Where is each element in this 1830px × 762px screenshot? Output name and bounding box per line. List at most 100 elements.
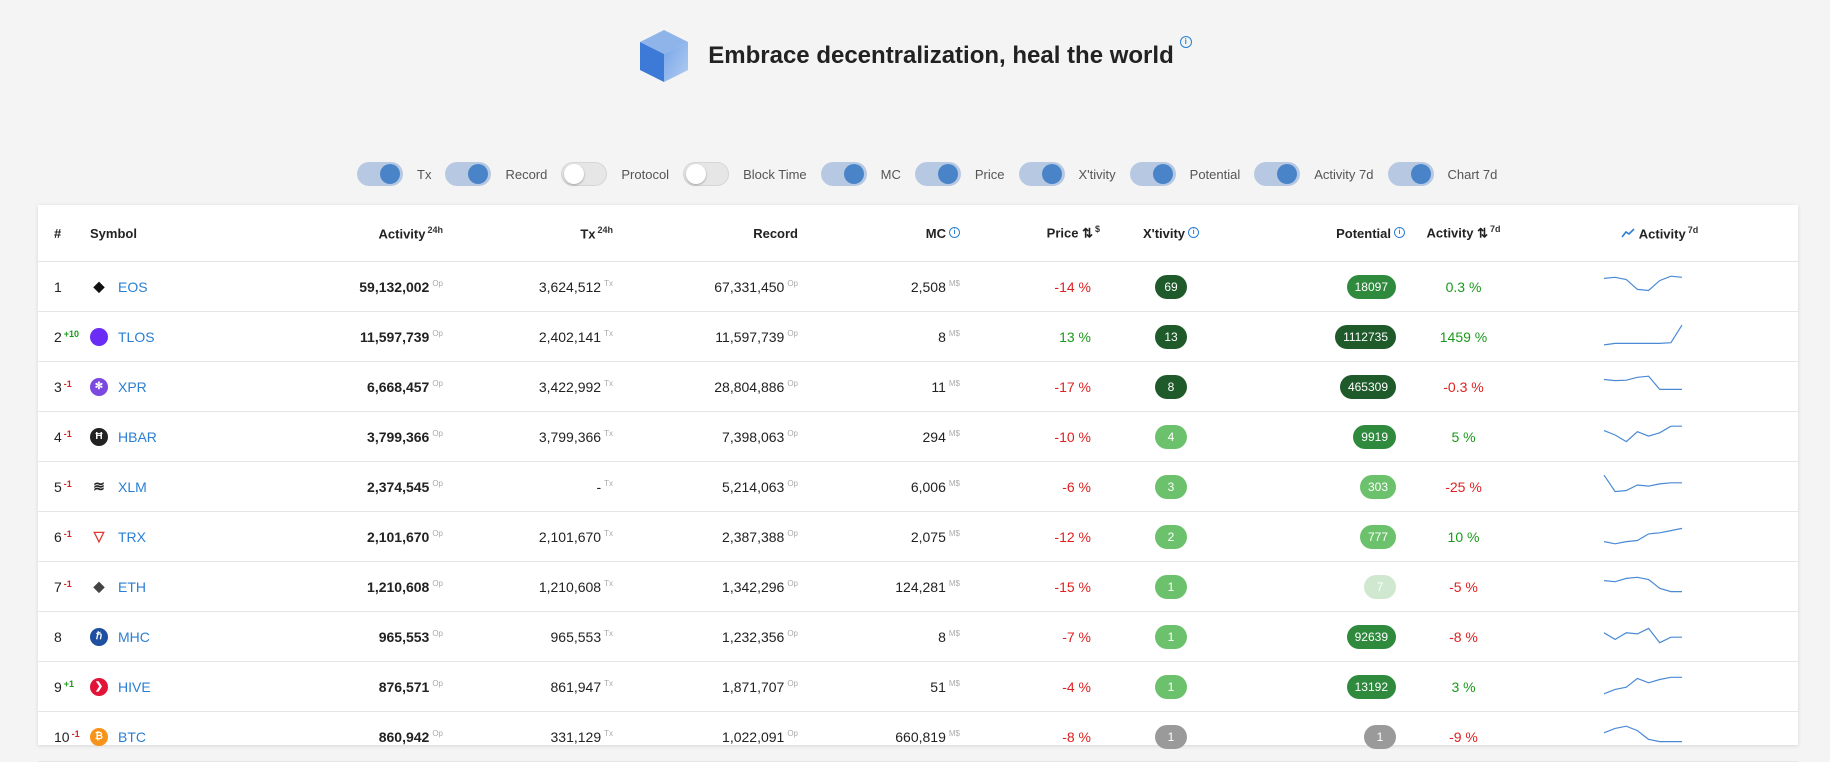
record-cell: 7,398,063 Op	[614, 411, 799, 462]
record-cell: 1,342,296 Op	[614, 561, 799, 612]
rank-delta: -1	[63, 378, 72, 389]
col-record: Record	[614, 205, 799, 262]
xtivity-badge: 4	[1155, 424, 1187, 449]
toggle-switch[interactable]	[1129, 162, 1176, 186]
page-header: Embrace decentralization, heal the world…	[0, 26, 1830, 86]
rank-delta: -1	[63, 578, 72, 589]
toggle-group: Price	[914, 162, 1005, 186]
sparkline-chart	[1603, 425, 1682, 443]
table-row[interactable]: 9 +1 ❯ HIVE 876,571 Op 861,947 Tx 1,871,707 O…	[38, 661, 1798, 712]
symbol-link[interactable]: EOS	[118, 278, 148, 295]
symbol-link[interactable]: HIVE	[118, 678, 151, 695]
price-change-cell: -15 %	[961, 561, 1101, 612]
toggle-knob	[1410, 164, 1431, 184]
potential-cell: 1112735	[1241, 311, 1406, 362]
table-row[interactable]: 6 -1 ▽ TRX 2,101,670 Op 2,101,670 Tx 2,387,3…	[38, 511, 1798, 562]
xtivity-cell: 1	[1101, 561, 1241, 612]
table-row[interactable]: 7 -1 ◆ ETH 1,210,608 Op 1,210,608 Tx 1,342,2…	[38, 561, 1798, 612]
potential-cell: 465309	[1241, 361, 1406, 412]
toggle-group: Potential	[1129, 162, 1240, 186]
potential-badge: 18097	[1346, 274, 1396, 299]
toggle-label: Price	[974, 166, 1005, 182]
rank-delta: -1	[63, 528, 72, 539]
symbol-cell: Ħ HBAR	[74, 411, 204, 462]
symbol-link[interactable]: ETH	[118, 578, 146, 595]
sparkline-chart	[1603, 474, 1682, 493]
toggle-label: Protocol	[621, 166, 670, 182]
symbol-link[interactable]: XPR	[118, 378, 147, 395]
col-rank: #	[38, 205, 74, 262]
activity-cell: 860,942 Op	[204, 711, 444, 762]
table-row[interactable]: 3 -1 ✻ XPR 6,668,457 Op 3,422,992 Tx 28,804,…	[38, 361, 1798, 412]
rank-cell: 10 -1	[38, 711, 80, 762]
toggle-switch[interactable]	[683, 162, 730, 186]
chart-7d-cell	[1521, 561, 1798, 612]
cube-logo-icon	[640, 30, 689, 82]
chart-7d-cell	[1521, 361, 1798, 412]
record-cell: 67,331,450 Op	[614, 261, 799, 312]
sparkline-line	[1603, 324, 1683, 346]
xtivity-badge: 2	[1155, 524, 1187, 549]
toggle-switch[interactable]	[1387, 162, 1434, 186]
hive-icon: ❯	[90, 677, 108, 696]
potential-badge: 1	[1364, 724, 1396, 749]
toggle-switch[interactable]	[561, 162, 608, 186]
table-row[interactable]: 5 -1 ≋ XLM 2,374,545 Op - Tx 5,214,063 Op 6,0…	[38, 461, 1798, 512]
rank-cell: 5 -1	[38, 461, 74, 512]
toggle-group: X'tivity	[1018, 162, 1116, 186]
toggle-switch[interactable]	[1254, 162, 1301, 186]
symbol-link[interactable]: TRX	[118, 528, 146, 545]
table-row[interactable]: 10 -1 ₿ BTC 860,942 Op 331,129 Tx 1,022,091 O…	[38, 711, 1798, 762]
symbol-link[interactable]: BTC	[118, 728, 146, 745]
rank-cell: 2 +10	[38, 311, 79, 362]
table-row[interactable]: 4 -1 Ħ HBAR 3,799,366 Op 3,799,366 Tx 7,398,…	[38, 411, 1798, 462]
symbol-link[interactable]: TLOS	[118, 328, 155, 345]
rank-cell: 7 -1	[38, 561, 74, 612]
col-potential: Potential i	[1241, 205, 1406, 262]
symbol-cell: ◆ EOS	[74, 261, 204, 312]
toggle-switch[interactable]	[820, 162, 867, 186]
table-row[interactable]: 8 ℏ MHC 965,553 Op 965,553 Tx 1,232,356 Op 8…	[38, 611, 1798, 662]
toggle-label: Record	[505, 166, 548, 182]
table-row[interactable]: 2 +10 TLOS 11,597,739 Op 2,402,141 Tx 11,59…	[38, 311, 1798, 362]
xtivity-badge: 13	[1155, 324, 1187, 349]
activity-cell: 3,799,366 Op	[204, 411, 444, 462]
symbol-link[interactable]: MHC	[118, 628, 150, 645]
info-icon[interactable]: i	[949, 226, 960, 238]
page-title: Embrace decentralization, heal the world…	[708, 36, 1192, 70]
activity-7d-cell: 3 %	[1406, 661, 1521, 712]
symbol-cell: ₿ BTC	[74, 711, 204, 762]
col-activity-7d[interactable]: Activity ⇅ 7d	[1406, 205, 1521, 262]
rank-cell: 1	[38, 261, 74, 312]
activity-cell: 965,553 Op	[204, 611, 444, 662]
xtivity-badge: 1	[1155, 574, 1187, 599]
toggle-label: Chart 7d	[1447, 166, 1498, 182]
info-icon[interactable]: i	[1394, 226, 1405, 238]
activity-7d-cell: 0.3 %	[1406, 261, 1521, 312]
toggle-switch[interactable]	[357, 162, 403, 186]
price-change-cell: -12 %	[961, 511, 1101, 562]
xpr-icon: ✻	[90, 377, 108, 396]
tx-cell: 861,947 Tx	[444, 661, 614, 712]
toggle-knob	[686, 164, 707, 184]
xtivity-badge: 8	[1155, 374, 1187, 399]
info-icon[interactable]: i	[1179, 36, 1192, 48]
toggle-label: Block Time	[743, 166, 807, 182]
table-row[interactable]: 1 ◆ EOS 59,132,002 Op 3,624,512 Tx 67,331,4…	[38, 261, 1798, 312]
col-price[interactable]: Price ⇅ $	[961, 205, 1101, 262]
trx-icon: ▽	[93, 528, 105, 544]
symbol-link[interactable]: HBAR	[118, 428, 157, 445]
chart-7d-cell	[1521, 661, 1798, 712]
toggle-switch[interactable]	[445, 162, 492, 186]
toggle-knob	[1152, 164, 1173, 184]
toggle-switch[interactable]	[1018, 162, 1065, 186]
price-change-cell: -7 %	[961, 611, 1101, 662]
xtivity-badge: 69	[1155, 274, 1187, 299]
hbar-icon: Ħ	[90, 427, 108, 446]
symbol-link[interactable]: XLM	[118, 478, 147, 495]
toggle-switch[interactable]	[914, 162, 961, 186]
activity-cell: 2,101,670 Op	[204, 511, 444, 562]
info-icon[interactable]: i	[1188, 226, 1200, 238]
symbol-cell: TLOS	[74, 311, 204, 362]
record-cell: 1,022,091 Op	[614, 711, 799, 762]
